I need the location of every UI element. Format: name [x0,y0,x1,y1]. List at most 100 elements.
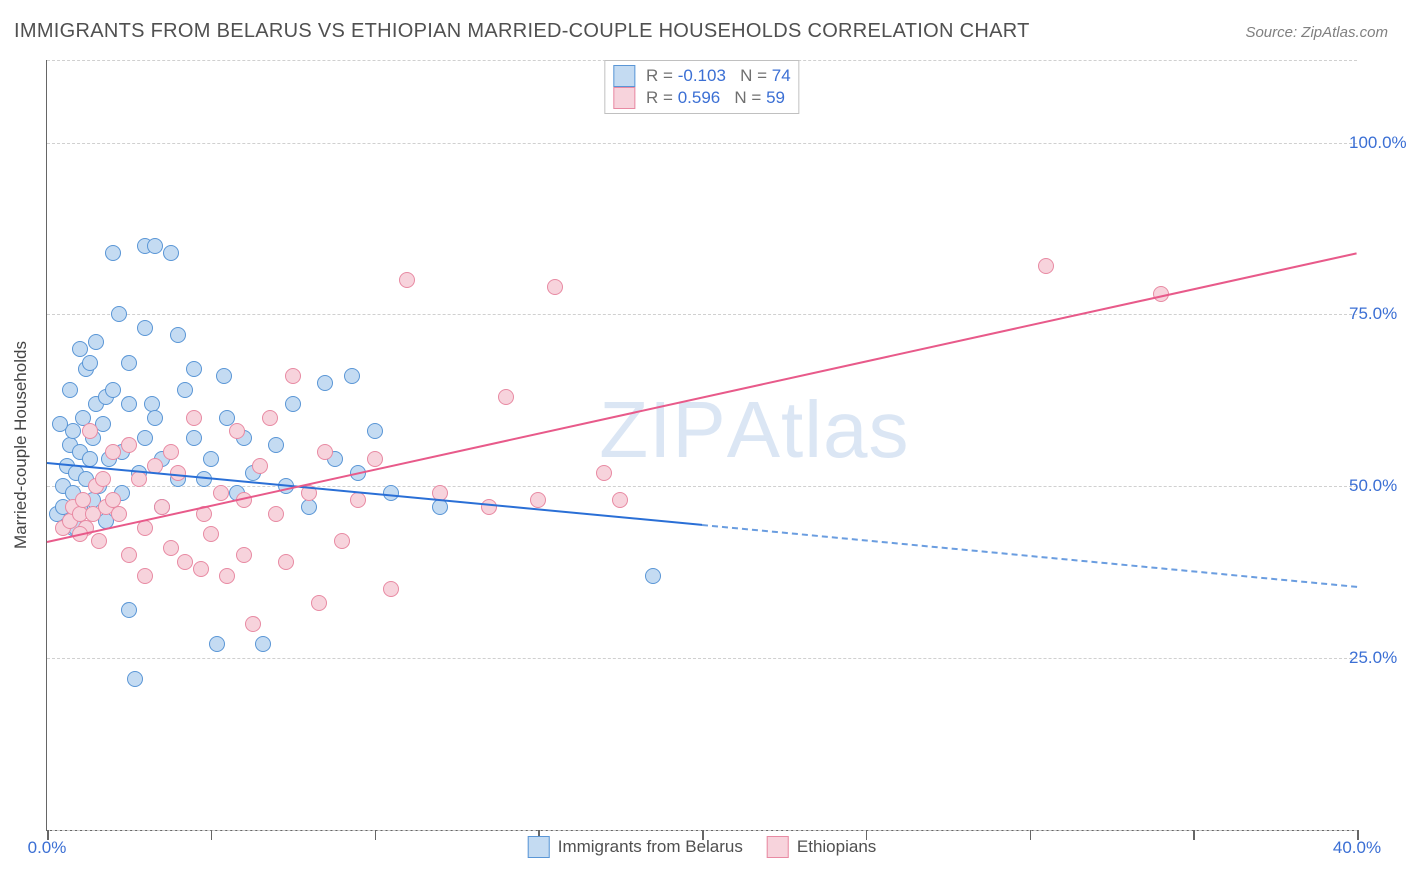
data-point [88,334,104,350]
x-tick [1193,830,1195,840]
x-tick-label: 0.0% [28,838,67,858]
data-point [121,355,137,371]
data-point [344,368,360,384]
data-point [236,547,252,563]
data-point [317,444,333,460]
data-point [147,410,163,426]
data-point [367,451,383,467]
data-point [62,382,78,398]
x-tick [375,830,377,840]
y-tick-label: 100.0% [1349,133,1406,153]
data-point [268,437,284,453]
data-point [186,410,202,426]
data-point [121,547,137,563]
data-point [229,423,245,439]
gridline [47,143,1357,144]
data-point [612,492,628,508]
legend-swatch [613,65,635,87]
data-point [285,368,301,384]
data-point [137,320,153,336]
data-point [262,410,278,426]
data-point [91,533,107,549]
legend-label: Immigrants from Belarus [558,837,743,857]
legend-stats: R = 0.596 N = 59 [641,88,785,108]
data-point [268,506,284,522]
data-point [121,602,137,618]
legend-label: Ethiopians [797,837,876,857]
data-point [278,554,294,570]
legend-row: R = 0.596 N = 59 [613,87,790,109]
y-axis-title: Married-couple Households [11,341,31,549]
series-legend: Immigrants from Belarus Ethiopians [528,836,877,858]
data-point [177,554,193,570]
data-point [154,499,170,515]
data-point [186,361,202,377]
data-point [498,389,514,405]
data-point [530,492,546,508]
data-point [481,499,497,515]
data-point [95,471,111,487]
legend-item: Ethiopians [767,836,876,858]
gridline [47,314,1357,315]
data-point [301,499,317,515]
data-point [216,368,232,384]
data-point [177,382,193,398]
data-point [52,416,68,432]
y-tick-label: 50.0% [1349,476,1406,496]
data-point [285,396,301,412]
x-tick [1030,830,1032,840]
data-point [186,430,202,446]
data-point [1038,258,1054,274]
chart-title: IMMIGRANTS FROM BELARUS VS ETHIOPIAN MAR… [14,20,1030,43]
data-point [367,423,383,439]
y-tick-label: 75.0% [1349,304,1406,324]
data-point [645,568,661,584]
regression-line [47,253,1357,544]
data-point [383,581,399,597]
legend-swatch [767,836,789,858]
legend-row: R = -0.103 N = 74 [613,65,790,87]
watermark-text: ZIPAtlas [599,384,909,476]
data-point [317,375,333,391]
data-point [105,382,121,398]
data-point [213,485,229,501]
data-point [111,306,127,322]
data-point [105,444,121,460]
data-point [170,465,186,481]
data-point [163,540,179,556]
legend-swatch [613,87,635,109]
data-point [219,568,235,584]
data-point [121,396,137,412]
data-point [105,492,121,508]
data-point [163,444,179,460]
data-point [193,561,209,577]
data-point [311,595,327,611]
data-point [245,616,261,632]
data-point [252,458,268,474]
data-point [82,355,98,371]
data-point [82,423,98,439]
y-tick-label: 25.0% [1349,648,1406,668]
legend-swatch [528,836,550,858]
data-point [203,526,219,542]
data-point [170,327,186,343]
correlation-legend: R = -0.103 N = 74 R = 0.596 N = 59 [604,60,799,114]
data-point [147,238,163,254]
data-point [82,451,98,467]
data-point [547,279,563,295]
data-point [121,437,137,453]
data-point [111,506,127,522]
data-point [137,568,153,584]
gridline [47,486,1357,487]
data-point [163,245,179,261]
x-tick [211,830,213,840]
chart-source: Source: ZipAtlas.com [1245,24,1388,41]
data-point [334,533,350,549]
gridline [47,658,1357,659]
scatter-plot-area: ZIPAtlas Married-couple Households 25.0%… [46,60,1357,831]
data-point [131,471,147,487]
legend-item: Immigrants from Belarus [528,836,743,858]
data-point [596,465,612,481]
data-point [350,492,366,508]
legend-stats: R = -0.103 N = 74 [641,66,790,86]
